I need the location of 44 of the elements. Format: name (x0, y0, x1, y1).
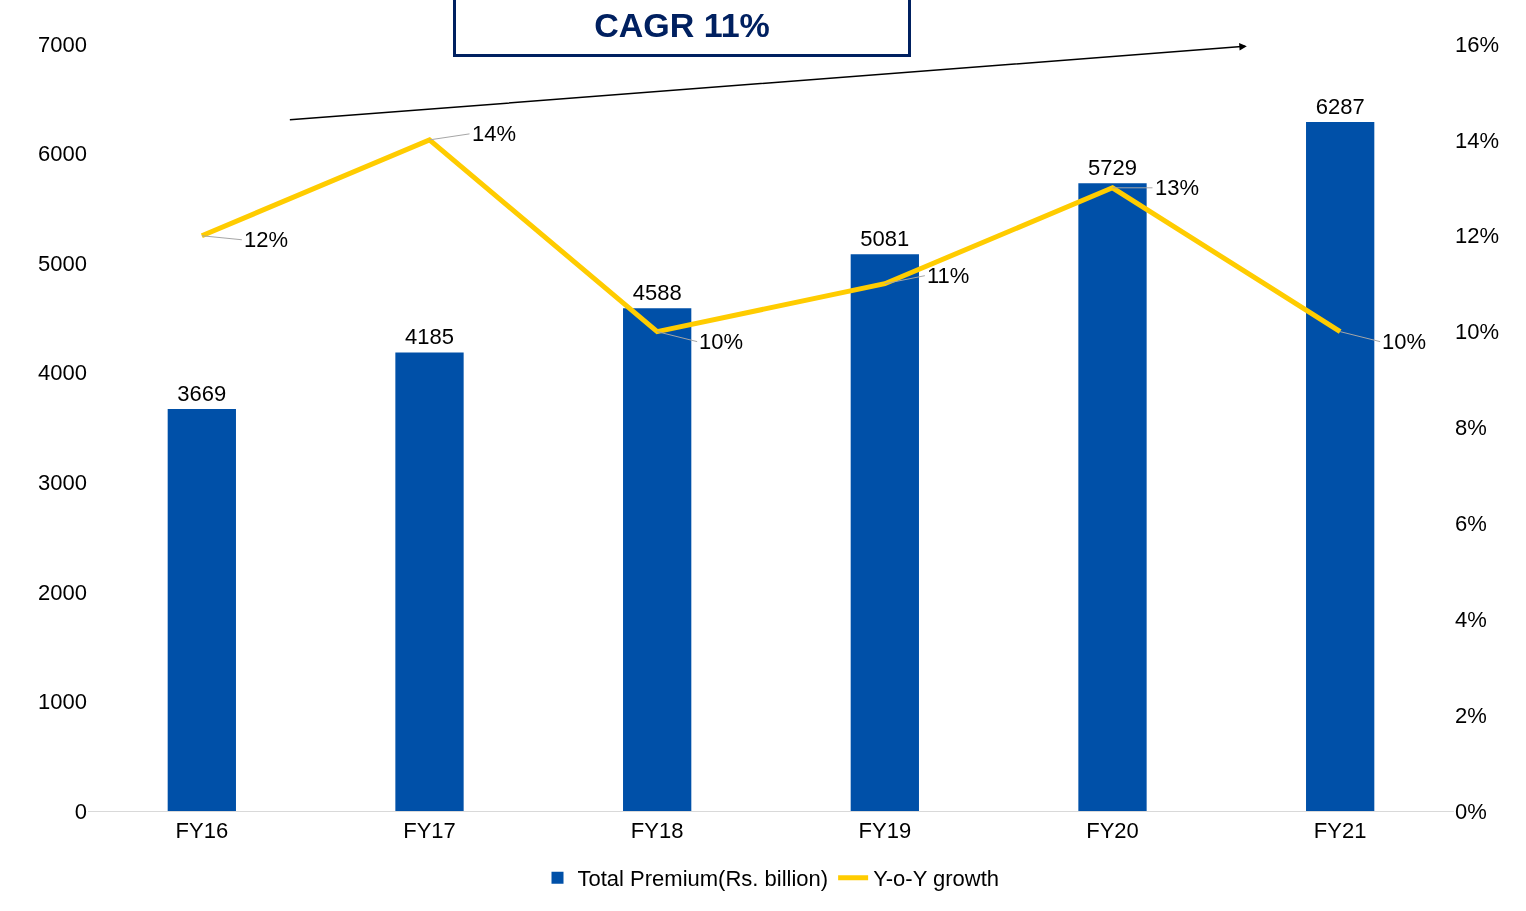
data-label: 13% (1155, 175, 1200, 200)
data-label: 4185 (405, 324, 454, 350)
bar (1306, 122, 1375, 811)
y2-tick-label: 0% (1455, 798, 1487, 824)
y-tick-label: 5000 (38, 250, 87, 276)
x-tick-label: FY17 (403, 818, 456, 844)
bar (623, 308, 692, 811)
y2-tick-label: 8% (1455, 415, 1487, 441)
y2-tick-label: 2% (1455, 702, 1487, 728)
data-label: 11% (927, 263, 970, 288)
y2-tick-label: 10% (1455, 319, 1500, 345)
data-label: 10% (699, 329, 744, 354)
x-tick-label: FY18 (630, 818, 684, 844)
y-tick-label: 6000 (38, 141, 87, 167)
bar (850, 254, 919, 811)
y-tick-label: 2000 (38, 579, 87, 605)
y-tick-label: 7000 (38, 31, 87, 57)
data-label: 12% (244, 227, 289, 252)
data-label: 5081 (860, 226, 910, 252)
x-tick-label: FY20 (1086, 818, 1139, 844)
y-tick-label: 3000 (38, 469, 87, 495)
x-tick-label: FY21 (1313, 818, 1367, 844)
data-label: 3669 (177, 380, 227, 406)
text: CAGR 11% (594, 6, 770, 44)
y-tick-label: 1000 (38, 689, 87, 715)
y2-tick-label: 6% (1455, 511, 1487, 537)
data-label: 14% (472, 121, 517, 146)
legend-label: Y-o-Y growth (873, 866, 1000, 892)
y2-tick-label: 4% (1455, 606, 1487, 632)
data-label: 4588 (632, 280, 682, 306)
y2-tick-label: 12% (1455, 223, 1500, 249)
data-label: 6287 (1315, 94, 1365, 120)
bar (395, 352, 464, 811)
y2-tick-label: 14% (1455, 127, 1500, 153)
data-label: 5729 (1088, 155, 1137, 181)
bar (1078, 183, 1147, 811)
legend-label: Total Premium(Rs. billion) (577, 866, 829, 892)
data-label: 10% (1382, 329, 1427, 354)
bar (167, 408, 236, 811)
y-tick-label: 0 (74, 798, 87, 824)
x-tick-label: FY19 (858, 818, 912, 844)
x-tick-label: FY16 (175, 818, 229, 844)
y2-tick-label: 16% (1455, 31, 1500, 57)
y-tick-label: 4000 (38, 360, 87, 386)
